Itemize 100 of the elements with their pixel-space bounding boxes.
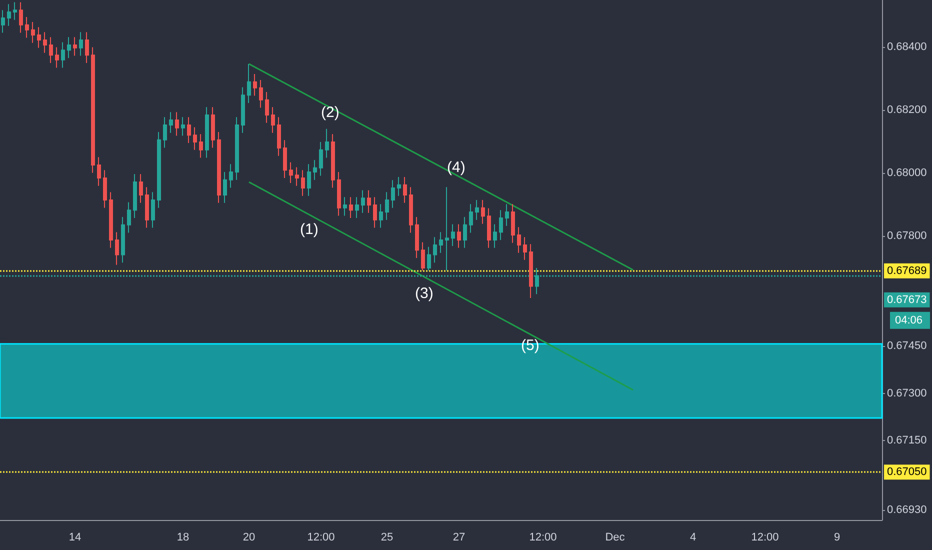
candlestick — [145, 186, 149, 228]
candlestick — [475, 200, 479, 220]
candlestick — [301, 170, 305, 196]
candlestick — [37, 26, 41, 48]
candlestick — [457, 224, 461, 248]
candlestick — [241, 86, 245, 134]
candlestick — [493, 224, 497, 248]
ref-line-label: 0.67673 — [887, 294, 927, 306]
x-tick-label: Dec — [605, 532, 626, 544]
annotation: (3) — [415, 285, 434, 302]
candlestick — [55, 46, 59, 68]
annotation: (1) — [300, 221, 318, 238]
annotation: (4) — [447, 159, 466, 176]
ref-line-label: 0.67050 — [887, 466, 927, 478]
candlestick — [61, 42, 65, 68]
candlestick — [385, 192, 389, 220]
candlestick — [91, 46, 95, 174]
x-tick-label: 12:00 — [307, 532, 335, 544]
candlestick — [499, 210, 503, 240]
y-tick-label: 0.67800 — [887, 230, 927, 242]
candlestick — [283, 140, 287, 178]
candlestick — [25, 16, 29, 38]
candlestick — [277, 116, 281, 156]
candlestick — [163, 116, 167, 148]
candlestick — [505, 204, 509, 226]
candlestick — [85, 32, 89, 64]
candlestick — [325, 128, 329, 158]
candlestick — [121, 216, 125, 264]
candlestick — [259, 80, 263, 108]
candlestick — [139, 174, 143, 204]
x-tick-label: 9 — [834, 532, 840, 544]
candlestick — [175, 112, 179, 136]
candlestick — [31, 22, 35, 44]
y-tick-label: 0.67450 — [887, 340, 927, 352]
x-tick-label: 12:00 — [529, 532, 557, 544]
x-tick-label: 12:00 — [751, 532, 779, 544]
candlestick — [49, 36, 53, 64]
candlestick — [193, 126, 197, 150]
candlestick — [19, 2, 23, 34]
candlestick — [199, 134, 203, 158]
candlestick — [391, 180, 395, 208]
candlestick — [307, 164, 311, 196]
candlestick — [127, 202, 131, 234]
candlestick — [517, 226, 521, 254]
candlestick — [133, 174, 137, 218]
candlestick — [487, 208, 491, 248]
y-tick-label: 0.67150 — [887, 434, 927, 447]
x-tick-label: 14 — [68, 532, 82, 544]
candlestick — [409, 186, 413, 234]
candlestick — [7, 4, 11, 26]
candlestick — [523, 236, 527, 260]
candlestick — [445, 186, 449, 272]
candlestick — [355, 196, 359, 218]
candlestick — [169, 112, 173, 134]
candlestick — [157, 131, 161, 208]
candlestick — [211, 106, 215, 148]
y-tick-label: 0.68000 — [887, 166, 927, 179]
candlestick — [97, 156, 101, 186]
candlestick — [271, 106, 275, 134]
candlestick — [433, 236, 437, 264]
candlestick — [235, 116, 239, 180]
candlestick — [229, 164, 233, 188]
candlestick — [289, 162, 293, 184]
candlestick — [151, 192, 155, 228]
y-tick-label: 0.66930 — [887, 504, 927, 516]
candlestick — [421, 242, 425, 272]
x-tick-label: 20 — [242, 532, 256, 544]
annotation: (5) — [521, 337, 540, 354]
candlestick — [511, 204, 515, 244]
candlestick — [43, 32, 47, 54]
candlestick — [415, 216, 419, 258]
candlestick — [319, 142, 323, 176]
candlestick — [361, 190, 365, 214]
candlestick — [451, 224, 455, 246]
candlestick — [247, 63, 251, 104]
candlestick — [331, 134, 335, 188]
candlestick — [463, 216, 467, 248]
candlestick — [253, 74, 257, 96]
candlestick — [397, 176, 401, 196]
candlestick — [187, 116, 191, 144]
candlestick — [103, 170, 107, 208]
candlestick — [79, 32, 83, 56]
candlestick — [109, 192, 113, 248]
candlestick — [529, 244, 533, 298]
candlestick — [427, 246, 431, 272]
y-tick-label: 0.68400 — [887, 40, 927, 53]
candlestick — [439, 232, 443, 254]
candlestick — [481, 200, 485, 224]
x-tick-label: 18 — [176, 532, 190, 544]
y-tick-label: 0.68200 — [887, 104, 927, 116]
candlestick — [265, 91, 269, 124]
candlestick — [313, 160, 317, 180]
candlestick — [403, 176, 407, 204]
candlestick — [469, 204, 473, 234]
candlestick — [13, 2, 17, 20]
candlestick — [373, 196, 377, 228]
annotation: (2) — [321, 104, 340, 121]
x-tick-label: 4 — [690, 532, 696, 544]
candlestick — [1, 10, 5, 34]
x-tick-label: 27 — [452, 532, 466, 544]
